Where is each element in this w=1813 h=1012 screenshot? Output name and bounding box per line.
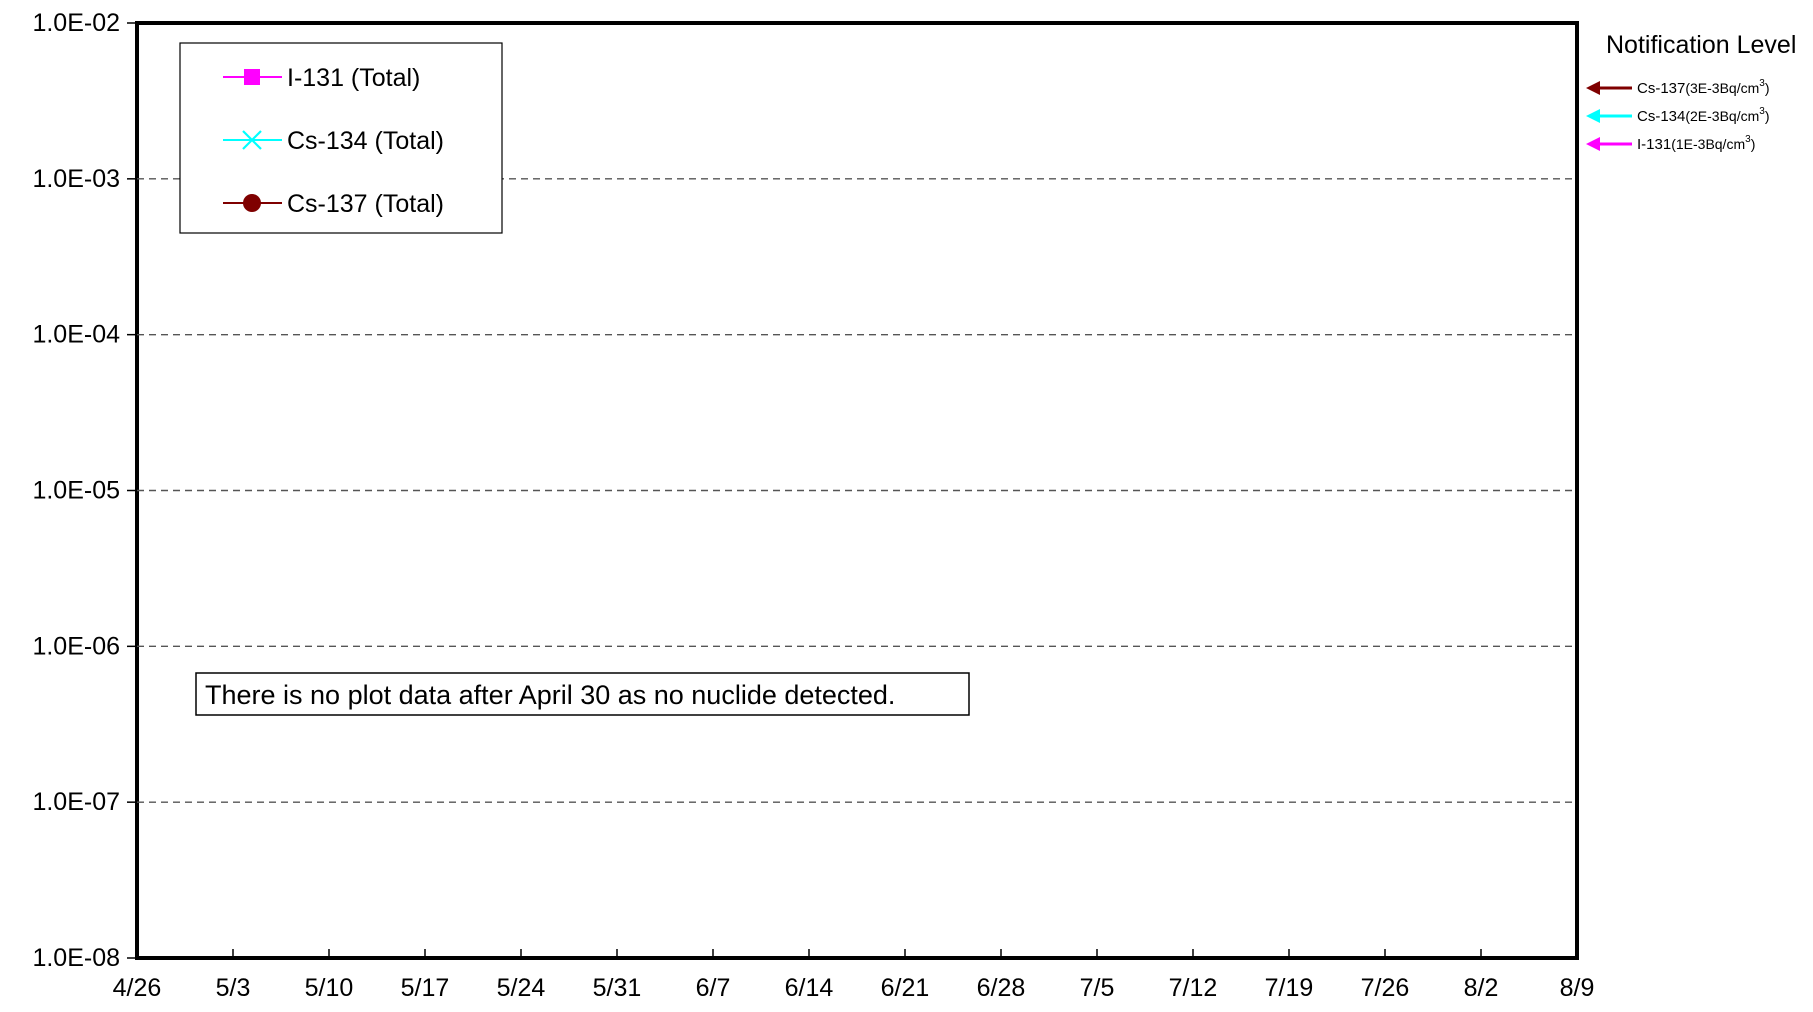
- x-tick-label: 6/14: [785, 974, 834, 1002]
- y-tick-label: 1.0E-07: [32, 788, 120, 816]
- legend-marker-x: [242, 130, 262, 150]
- notification-value: (3E-3Bq/cm: [1685, 80, 1759, 96]
- notification-level-panel: Notification Level Cs-137(3E-3Bq/cm3)Cs-…: [1586, 31, 1796, 153]
- y-tick-label: 1.0E-05: [32, 477, 120, 505]
- notification-superscript: 3: [1745, 134, 1751, 145]
- notification-label: I-131(1E-3Bq/cm3): [1637, 134, 1755, 153]
- y-tick-label: 1.0E-03: [32, 165, 120, 193]
- legend-item: I-131 (Total): [223, 64, 420, 92]
- x-axis-ticks: 4/26 5/3 5/10 5/17 5/24 5/31 6/7 6/14 6/21 6/28 7/…: [113, 949, 1595, 1002]
- y-tick-label: 1.0E-06: [32, 632, 120, 660]
- y-tick-label: 1.0E-04: [32, 321, 120, 349]
- note-box: There is no plot data after April 30 as …: [195, 672, 970, 716]
- x-tick-label: 7/5: [1080, 974, 1115, 1002]
- legend-label: Cs-137 (Total): [287, 190, 444, 218]
- x-tick-label: 5/17: [401, 974, 450, 1002]
- legend-label: Cs-134 (Total): [287, 127, 444, 155]
- y-tick-label: 1.0E-02: [32, 9, 120, 37]
- notification-nuclide: Cs-134: [1637, 108, 1685, 125]
- x-tick-label: 7/19: [1265, 974, 1314, 1002]
- notification-level-item: Cs-137(3E-3Bq/cm3): [1586, 78, 1770, 97]
- legend-label: I-131 (Total): [287, 64, 420, 92]
- legend-marker-circle: [243, 194, 261, 212]
- notification-nuclide: I-131: [1637, 136, 1671, 153]
- notification-title: Notification Level: [1606, 31, 1796, 59]
- legend-item: Cs-134 (Total): [223, 127, 444, 155]
- y-axis-ticks: 1.0E-02 1.0E-03 1.0E-04 1.0E-05 1.0E-06 1.0E-…: [32, 9, 137, 972]
- x-tick-label: 6/21: [881, 974, 930, 1002]
- x-tick-label: 5/24: [497, 974, 546, 1002]
- x-tick-label: 6/7: [696, 974, 731, 1002]
- y-tick-label: 1.0E-08: [32, 944, 120, 972]
- notification-arrow-head: [1586, 81, 1600, 95]
- legend: I-131 (Total) Cs-134 (Total) Cs-137 (Total…: [179, 42, 503, 234]
- x-tick-label: 5/10: [305, 974, 354, 1002]
- notification-level-item: Cs-134(2E-3Bq/cm3): [1586, 106, 1770, 125]
- notification-arrow-head: [1586, 137, 1600, 151]
- x-tick-label: 8/2: [1464, 974, 1499, 1002]
- legend-marker-square: [244, 69, 260, 85]
- note-box-frame: [195, 672, 970, 716]
- x-tick-label: 7/12: [1169, 974, 1218, 1002]
- legend-box: [179, 42, 503, 234]
- notification-close-paren: ): [1765, 80, 1770, 96]
- notification-superscript: 3: [1759, 106, 1765, 117]
- notification-label: Cs-134(2E-3Bq/cm3): [1637, 106, 1770, 125]
- legend-item: Cs-137 (Total): [223, 190, 444, 218]
- x-tick-label: 6/28: [977, 974, 1026, 1002]
- note-text: There is no plot data after April 30 as …: [205, 680, 895, 710]
- notification-superscript: 3: [1759, 78, 1765, 89]
- x-tick-label: 5/3: [216, 974, 251, 1002]
- notification-close-paren: ): [1765, 108, 1770, 124]
- x-tick-label: 4/26: [113, 974, 162, 1002]
- notification-close-paren: ): [1751, 136, 1756, 152]
- x-tick-label: 8/9: [1560, 974, 1595, 1002]
- x-tick-label: 7/26: [1361, 974, 1410, 1002]
- notification-nuclide: Cs-137: [1637, 80, 1685, 97]
- notification-level-item: I-131(1E-3Bq/cm3): [1586, 134, 1755, 153]
- notification-arrow-head: [1586, 109, 1600, 123]
- notification-value: (1E-3Bq/cm: [1671, 136, 1745, 152]
- notification-label: Cs-137(3E-3Bq/cm3): [1637, 78, 1770, 97]
- x-tick-label: 5/31: [593, 974, 642, 1002]
- notification-value: (2E-3Bq/cm: [1685, 108, 1759, 124]
